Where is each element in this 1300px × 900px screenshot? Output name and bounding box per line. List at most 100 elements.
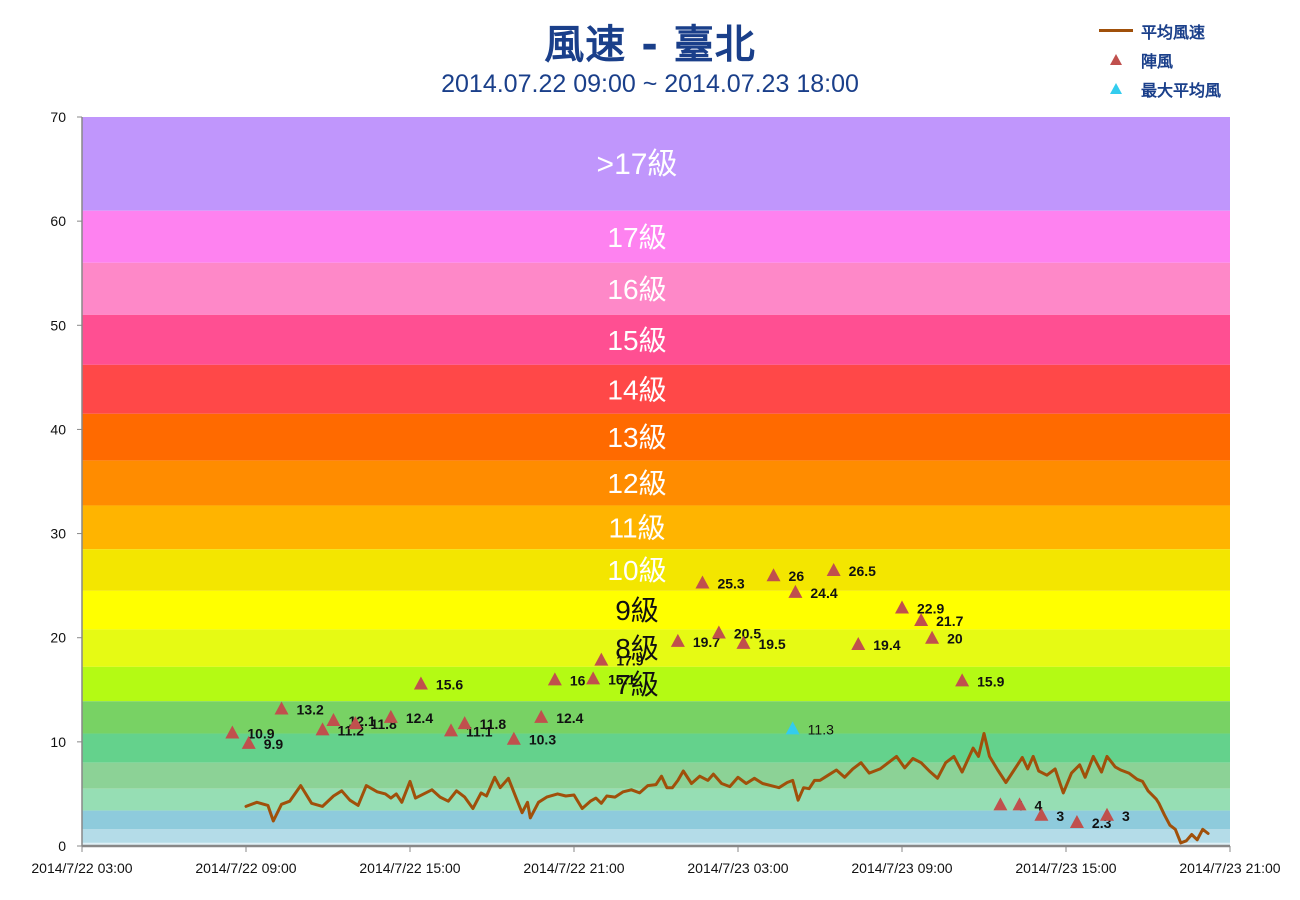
gust-marker-icon: [788, 584, 803, 598]
y-tick-label: 70: [50, 109, 66, 125]
data-label: 16: [570, 672, 586, 688]
x-tick-label: 2014/7/23 03:00: [687, 860, 788, 876]
legend-item-average-wind: 平均風速: [1095, 16, 1295, 45]
data-label: 10.3: [529, 732, 556, 748]
y-tick-label: 20: [50, 630, 66, 646]
gust-marker-icon: [711, 625, 726, 639]
data-label: 22.9: [917, 601, 944, 617]
band: [82, 829, 1230, 843]
band: [82, 505, 1230, 550]
y-tick-label: 30: [50, 526, 66, 542]
max-average-marker-icon: [785, 721, 800, 735]
data-label: 11.3: [808, 721, 834, 737]
data-label: 24.4: [810, 585, 837, 601]
band: [82, 733, 1230, 763]
data-label: 21.7: [936, 613, 963, 629]
chart-legend: 平均風速 陣風 最大平均風: [1095, 16, 1295, 103]
gust-marker-icon: [1034, 807, 1049, 821]
gust-marker-icon: [670, 633, 685, 647]
band: [82, 117, 1230, 211]
band: [82, 666, 1230, 702]
band-label: 7級: [615, 669, 659, 700]
band-label: 16級: [607, 274, 666, 305]
x-tick-label: 2014/7/22 03:00: [31, 860, 132, 876]
line-swatch-icon: [1095, 29, 1137, 32]
band: [82, 413, 1230, 461]
gust-marker-icon: [826, 563, 841, 577]
data-label: 16.1: [608, 671, 635, 687]
gust-marker-icon: [993, 797, 1008, 811]
beaufort-bands: [82, 117, 1230, 846]
gust-marker-icon: [955, 673, 970, 687]
band: [82, 460, 1230, 506]
band: [82, 590, 1230, 630]
data-label: 11.8: [480, 716, 507, 732]
y-tick-label: 0: [58, 838, 66, 854]
band: [82, 842, 1230, 846]
gust-marker-icon: [695, 575, 710, 589]
band: [82, 788, 1230, 811]
data-label: 25.3: [717, 576, 744, 592]
average-wind-line: [244, 732, 1210, 845]
chart-subtitle: 2014.07.22 09:00 ~ 2014.07.23 18:00: [441, 70, 859, 98]
data-label: 19.5: [758, 636, 785, 652]
gust-marker-icon: [895, 600, 909, 614]
data-label: 12.4: [406, 710, 433, 726]
gust-marker-icon: [326, 712, 341, 726]
band: [82, 701, 1230, 734]
gust-marker-icon: [506, 731, 521, 745]
data-label: 20: [947, 631, 963, 647]
data-label: 26.5: [849, 563, 876, 579]
x-tick-label: 2014/7/23 09:00: [851, 860, 952, 876]
gust-marker-icon: [413, 676, 428, 690]
chart-title: 風速 - 臺北: [544, 22, 756, 68]
band-label: 15級: [607, 325, 666, 356]
y-tick-label: 50: [50, 317, 66, 333]
band-label: 10級: [607, 555, 666, 586]
legend-label: 最大平均風: [1141, 80, 1222, 100]
gust-marker-icon: [315, 722, 330, 736]
gust-marker-icon: [457, 716, 472, 730]
legend-item-max-average: 最大平均風: [1095, 74, 1295, 103]
gust-marker-icon: [766, 568, 781, 582]
x-tick-label: 2014/7/23 21:00: [1179, 860, 1280, 876]
data-label: 26: [789, 568, 805, 584]
gust-marker-icon: [914, 613, 929, 627]
band: [82, 364, 1230, 414]
y-tick-label: 10: [50, 734, 66, 750]
gust-marker-icon: [241, 735, 256, 749]
data-label: 19.4: [873, 637, 900, 653]
data-label: 13.2: [297, 702, 324, 718]
gust-marker-icon: [534, 709, 549, 723]
x-tick-label: 2014/7/22 15:00: [359, 860, 460, 876]
gust-marker-icon: [444, 723, 458, 737]
legend-label: 陣風: [1141, 51, 1174, 71]
data-label: 4: [1035, 797, 1043, 813]
gust-marker-icon: [851, 636, 866, 650]
legend-label: 平均風速: [1141, 22, 1206, 42]
data-label: 15.9: [977, 673, 1004, 689]
gust-marker-icon: [1012, 797, 1027, 811]
gust-marker-icon: [547, 672, 562, 686]
cyan-triangle-icon: [1095, 83, 1137, 94]
x-tick-label: 2014/7/22 21:00: [523, 860, 624, 876]
data-label: 15.6: [436, 677, 463, 693]
data-label: 3: [1056, 808, 1064, 824]
y-tick-label: 60: [50, 213, 66, 229]
band-label: 13級: [607, 422, 666, 453]
data-label: 12.4: [556, 710, 583, 726]
band: [82, 262, 1230, 315]
band: [82, 210, 1230, 263]
band-label: 12級: [607, 468, 666, 499]
gust-marker-icon: [225, 725, 240, 739]
average-wind-polyline: [244, 732, 1210, 845]
band: [82, 810, 1230, 830]
data-label: 17.9: [616, 653, 643, 669]
data-label: 3: [1122, 808, 1130, 824]
band-label: 14級: [607, 374, 666, 405]
beaufort-band-labels: >17級 17級 16級 15級 14級 13級 12級 11級 10級 9級 8級 7級: [597, 148, 678, 700]
legend-item-gust: 陣風: [1095, 45, 1295, 74]
axes: 0 10 20 30 40 50 60 70 2014/7/22 03:00 2014/7/22 …: [31, 109, 1280, 876]
band: [82, 549, 1230, 591]
